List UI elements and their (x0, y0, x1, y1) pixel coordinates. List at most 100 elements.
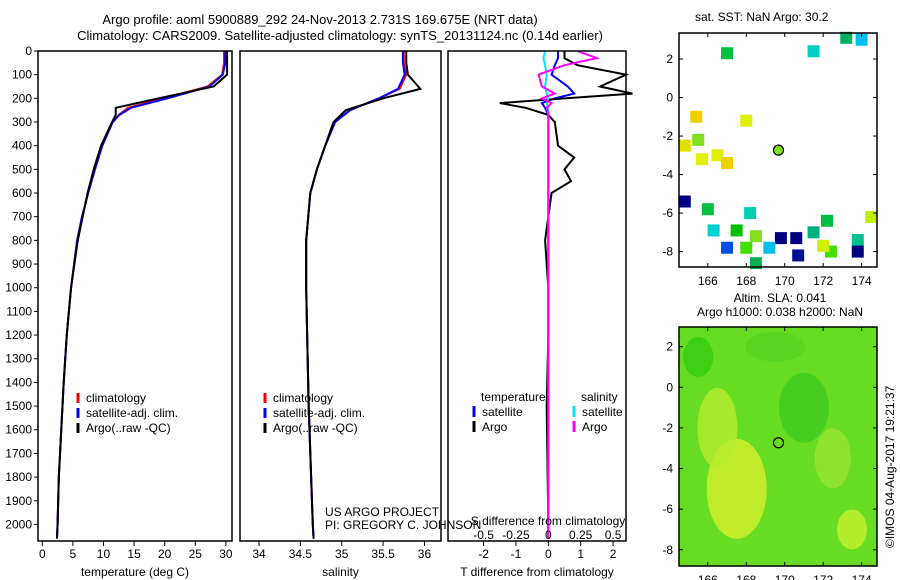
legend-label: satellite-adj. clim. (273, 406, 365, 420)
y-tick-label: -6 (662, 206, 673, 220)
y-tick-label: 0 (666, 380, 673, 394)
figure-title-line2: Climatology: CARS2009. Satellite-adjuste… (77, 28, 603, 43)
y-tick-label: 1200 (5, 328, 32, 342)
sst-cell (851, 234, 864, 247)
y-tick-label: 1400 (5, 375, 32, 389)
sla-map-title1: Altim. SLA: 0.041 (733, 291, 827, 305)
x-tick-label: 36 (418, 547, 432, 561)
x-tick-label: 168 (736, 274, 756, 288)
sst-cell (774, 232, 787, 245)
sst-map-frame (678, 32, 878, 268)
legend-title-salinity: salinity (581, 390, 618, 404)
x-tick-label: 166 (698, 274, 718, 288)
sst-cell (821, 214, 834, 227)
y-tick-label: 700 (12, 210, 32, 224)
x-tick-label: 20 (158, 547, 172, 561)
legend-label: satellite (582, 405, 623, 419)
x-tick-label: 170 (775, 274, 795, 288)
x-tick-label: -2 (478, 547, 489, 561)
figure-title-line1: Argo profile: aoml 5900889_292 24-Nov-20… (102, 12, 538, 27)
sst-cell (740, 114, 753, 127)
x2-tick-label: -0.5 (473, 528, 494, 542)
legend-label: Argo (482, 420, 508, 434)
y-tick-label: 2 (666, 52, 673, 66)
x2-tick-label: -0.25 (502, 528, 530, 542)
x-tick-label: 0 (545, 547, 552, 561)
x-tick-label: 174 (852, 573, 872, 580)
y-tick-label: 2 (666, 340, 673, 354)
temperature-plot-frame (37, 50, 233, 542)
sst-cell (730, 224, 743, 237)
y-tick-label: 200 (12, 91, 32, 105)
x-tick-label: 10 (97, 547, 111, 561)
legend-label: Argo (582, 420, 608, 434)
x-tick-label: 0 (39, 547, 46, 561)
argo-position-marker (772, 144, 785, 156)
y-tick-label: 0 (25, 44, 32, 58)
legend-label: climatology (273, 391, 333, 405)
legend-label: Argo(..raw -QC) (86, 421, 171, 435)
pi-text: PI: GREGORY C. JOHNSON (325, 518, 482, 532)
sst-cell (749, 257, 762, 270)
y-tick-label: -2 (662, 129, 673, 143)
s-difference-axis-label: S difference from climatology (471, 514, 626, 528)
series-line-t-argo (499, 51, 633, 539)
sst-cell (692, 133, 705, 146)
imos-stamp: ©IMOS 04-Aug-2017 19:21:37 (883, 385, 897, 548)
x-tick-label: 166 (698, 573, 718, 580)
series-line-argo-raw-qc- (55, 51, 229, 539)
y-tick-label: 300 (12, 115, 32, 129)
sst-cell (678, 195, 691, 208)
salinity-plot-frame (239, 50, 442, 542)
y-tick-label: -8 (662, 543, 673, 557)
sst-cell (721, 47, 734, 60)
y-tick-label: 1000 (5, 281, 32, 295)
sst-cell (807, 45, 820, 58)
x-tick-label: -1 (511, 547, 522, 561)
legend-label: satellite-adj. clim. (86, 406, 178, 420)
x2-tick-label: 0 (545, 528, 552, 542)
y-tick-label: 1500 (5, 399, 32, 413)
y-tick-label: 100 (12, 68, 32, 82)
sst-cell (792, 249, 805, 262)
series-line-satellite-adj-clim- (55, 51, 227, 539)
y-tick-label: -4 (662, 462, 673, 476)
x-tick-label: 168 (736, 573, 756, 580)
sst-map-title: sat. SST: NaN Argo: 30.2 (695, 10, 829, 24)
y-tick-label: -4 (662, 168, 673, 182)
x-tick-label: 2 (610, 547, 617, 561)
sla-field-patch (697, 387, 738, 468)
sst-cell (817, 239, 830, 252)
sla-field-patch (814, 428, 851, 489)
y-tick-label: 1800 (5, 470, 32, 484)
y-tick-label: 1600 (5, 423, 32, 437)
sst-cell (855, 33, 868, 46)
legend-title-temperature: temperature (481, 390, 546, 404)
sst-cell (721, 157, 734, 169)
x-tick-label: 1 (577, 547, 584, 561)
y-tick-label: 1100 (6, 304, 32, 318)
x-tick-label: 172 (813, 573, 833, 580)
sst-cell (744, 207, 757, 220)
y-tick-label: 500 (12, 162, 32, 176)
sst-cell (690, 110, 703, 123)
series-line-s-argo (537, 50, 601, 539)
temperature-x-axis-label: temperature (deg C) (81, 565, 189, 579)
sla-field-patch (683, 336, 714, 377)
x-tick-label: 172 (813, 274, 833, 288)
x2-tick-label: 0.5 (605, 528, 622, 542)
sst-cell (749, 230, 762, 243)
sst-cell (721, 241, 734, 254)
series-line-argo-raw-qc- (305, 51, 423, 539)
x-tick-label: 35.5 (371, 547, 395, 561)
y-tick-label: 1700 (5, 446, 32, 460)
salinity-x-axis-label: salinity (322, 565, 359, 579)
sst-cell (701, 203, 714, 216)
y-tick-label: 400 (12, 139, 32, 153)
x-tick-label: 34 (252, 547, 266, 561)
sla-field-patch (837, 509, 868, 550)
sst-cell (851, 245, 864, 258)
sst-cell (840, 31, 853, 44)
legend-label: satellite (482, 405, 523, 419)
difference-plot-frame (447, 50, 627, 542)
